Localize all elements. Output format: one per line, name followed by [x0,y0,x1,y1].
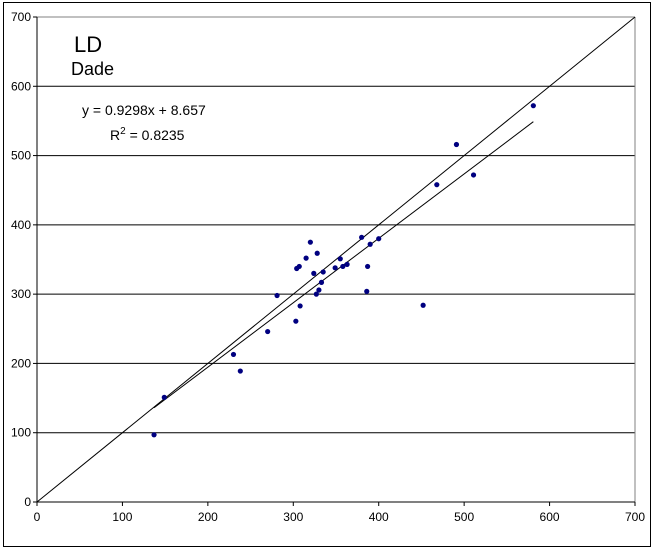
axes [33,16,636,506]
data-point-27 [420,302,426,308]
data-point-4 [265,328,271,335]
data-point-30 [470,172,477,178]
data-point-23 [364,288,370,294]
x-tick-label-400: 400 [369,510,389,524]
y-tick-label-0: 0 [24,495,31,509]
x-tick-label-700: 700 [625,510,645,524]
x-tick-label-0: 0 [34,510,41,524]
chart-title: LD [74,32,102,57]
regression-equation: y = 0.9298x + 8.657 [82,102,206,118]
data-point-6 [293,318,299,324]
chart-frame [3,2,651,547]
data-point-10 [303,255,309,261]
data-point-16 [318,279,325,285]
r-squared-value: = 0.8235 [126,127,185,143]
data-point-12 [311,270,317,276]
r-squared-letter: R [110,127,120,143]
data-point-18 [332,265,338,271]
data-point-19 [337,256,343,262]
data-point-26 [376,236,382,242]
data-point-29 [453,141,460,148]
r-squared-exponent: 2 [120,126,126,137]
x-tick-label-200: 200 [198,510,218,524]
reference-lines [36,16,636,503]
y-tick-label-100: 100 [11,426,31,440]
y-axis-tick-labels: 0 100 200 300 400 500 600 700 [11,10,31,509]
data-point-1 [161,394,167,400]
x-tick-label-300: 300 [283,510,303,524]
y-tick-label-300: 300 [11,287,31,301]
data-points [151,103,536,438]
data-point-3 [237,368,243,374]
data-point-0 [151,432,157,438]
data-point-31 [530,103,536,109]
data-point-13 [313,291,319,297]
grid-lines [37,16,635,434]
data-point-5 [274,292,280,299]
y-tick-label-700: 700 [11,10,31,24]
data-point-21 [344,261,350,267]
y-tick-label-600: 600 [11,79,31,93]
r-squared-label: R2 = 0.8235 [110,126,185,143]
y-tick-label-500: 500 [11,149,31,163]
chart-subtitle: Dade [71,59,114,79]
data-point-14 [314,250,320,256]
data-point-2 [230,351,237,358]
data-point-17 [320,269,326,275]
data-point-8 [296,263,302,270]
x-tick-label-500: 500 [454,510,474,524]
x-tick-label-100: 100 [112,510,132,524]
identity-line [36,16,636,503]
x-tick-label-600: 600 [540,510,560,524]
data-point-24 [365,263,371,270]
data-point-11 [307,239,313,245]
data-point-9 [297,303,303,309]
data-point-25 [367,241,373,247]
x-axis-tick-labels: 0 100 200 300 400 500 600 700 [34,510,646,524]
y-tick-label-200: 200 [11,356,31,370]
y-tick-label-400: 400 [11,218,31,232]
data-point-20 [340,263,346,270]
data-point-28 [434,182,440,188]
data-point-15 [316,287,322,293]
data-point-22 [359,234,365,240]
